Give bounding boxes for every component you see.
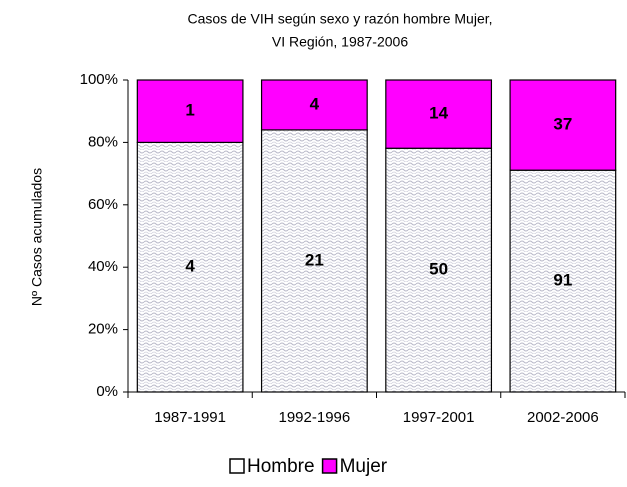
bar-segment [136, 79, 244, 144]
legend-label: Hombre [247, 456, 315, 477]
y-axis-label: Nº Casos acumulados [29, 168, 45, 306]
chart-title: Casos de VIH según sexo y razón hombre M… [187, 11, 492, 27]
bar-segment [509, 169, 617, 393]
x-tick-label: 1992-1996 [279, 409, 351, 426]
data-label: 4 [310, 94, 320, 113]
data-label: 14 [429, 104, 448, 123]
bar-segment [260, 79, 368, 131]
legend-swatch [321, 458, 338, 474]
x-tick-label: 2002-2006 [527, 409, 599, 426]
y-tick-label: 20% [88, 321, 118, 338]
x-tick-label: 1997-2001 [403, 409, 475, 426]
x-tick-label: 1987-1991 [154, 409, 226, 426]
bar-segment [385, 147, 493, 393]
data-label: 50 [429, 260, 448, 279]
y-tick-label: 100% [80, 71, 118, 88]
legend-swatch [229, 458, 245, 474]
data-label: 21 [305, 250, 324, 269]
y-tick-label: 80% [88, 133, 118, 150]
data-label: 1 [185, 101, 194, 120]
bar-segment [260, 129, 368, 393]
legend-label: Mujer [340, 456, 388, 477]
bar-segment [385, 79, 493, 149]
y-tick-label: 0% [96, 383, 118, 400]
data-label: 37 [553, 115, 572, 134]
bar-segment [509, 79, 617, 171]
y-tick-label: 40% [88, 258, 118, 275]
y-tick-label: 60% [88, 196, 118, 213]
data-label: 4 [185, 257, 195, 276]
data-label: 91 [553, 271, 572, 290]
chart-title: VI Región, 1987-2006 [272, 34, 408, 50]
